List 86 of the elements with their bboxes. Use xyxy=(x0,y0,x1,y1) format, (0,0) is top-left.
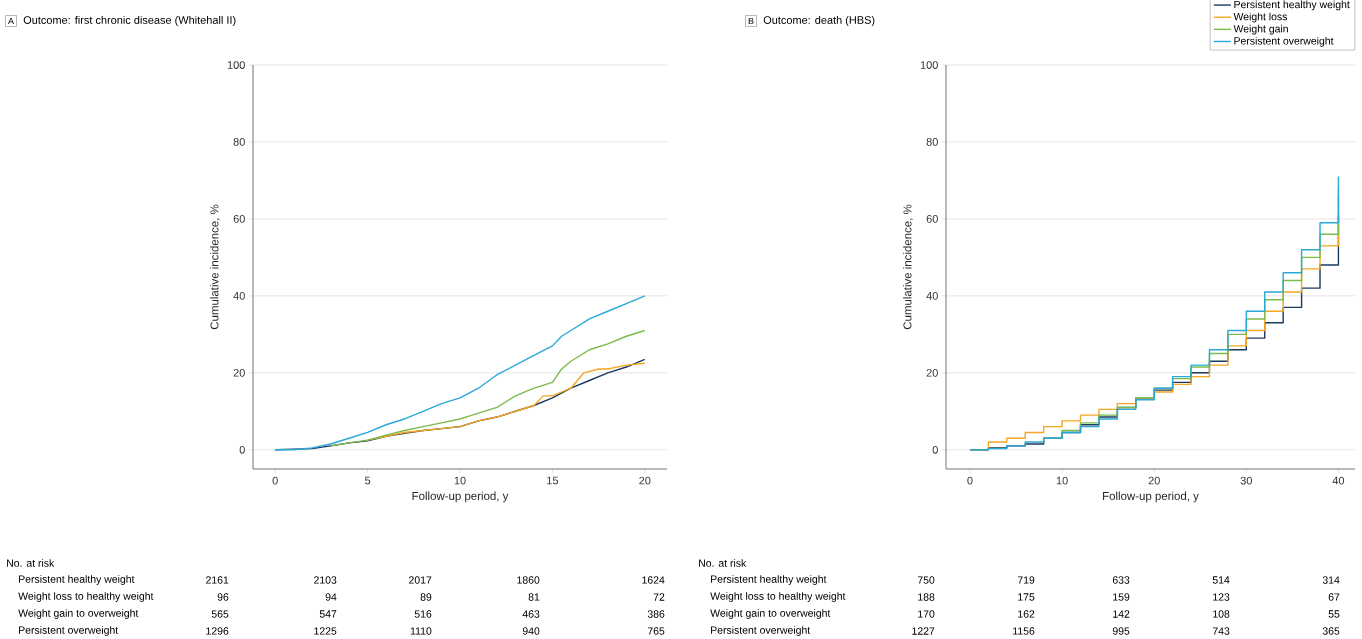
text: 2103 xyxy=(314,576,337,584)
text: 516 xyxy=(414,610,432,618)
text: 55 xyxy=(1328,610,1340,618)
text: 188 xyxy=(918,593,935,601)
text: 1624 xyxy=(642,576,665,584)
legend-label: Weight gain xyxy=(1233,24,1288,35)
text: Persistent overweight xyxy=(711,626,811,636)
text: No. at risk xyxy=(699,559,747,567)
x-tick-label: 15 xyxy=(547,476,559,485)
text: Weight gain to overweight xyxy=(18,609,139,619)
text: 365 xyxy=(1322,627,1340,635)
text: 94 xyxy=(325,593,337,601)
text: 314 xyxy=(1322,576,1340,584)
y-tick-label: 80 xyxy=(926,138,938,146)
text: Persistent overweight xyxy=(19,626,119,636)
text: B xyxy=(748,17,754,25)
line-series xyxy=(329,329,646,447)
text: 162 xyxy=(1018,610,1035,618)
text: 159 xyxy=(1113,593,1130,601)
y-axis-title: Cumulative incidence, % xyxy=(210,204,220,330)
text: Weight gain to overweight xyxy=(710,609,831,619)
text: 108 xyxy=(1213,610,1230,618)
legend-label: Persistent healthy weight xyxy=(1234,0,1350,11)
y-tick-label: 0 xyxy=(932,445,938,454)
legend-label: Persistent overweight xyxy=(1234,36,1334,47)
x-tick-label: 10 xyxy=(1056,476,1068,485)
y-tick-label: 60 xyxy=(233,215,245,223)
text: Persistent healthy weight xyxy=(19,575,135,585)
text: 67 xyxy=(1328,593,1340,601)
text: 89 xyxy=(420,593,432,601)
y-tick-label: 0 xyxy=(239,445,245,454)
text: 1227 xyxy=(912,627,935,635)
x-tick-label: 0 xyxy=(967,476,973,485)
text: A xyxy=(8,17,14,25)
text: 1296 xyxy=(206,627,229,635)
x-tick-label: 40 xyxy=(1332,476,1345,485)
y-tick-label: 20 xyxy=(926,368,938,377)
text: 81 xyxy=(528,593,540,601)
x-axis-title: Follow-up period, y xyxy=(1103,491,1199,503)
y-tick-label: 80 xyxy=(233,138,245,146)
text: 2161 xyxy=(206,576,229,584)
text: 995 xyxy=(1112,627,1130,635)
y-tick-label: 60 xyxy=(926,215,938,223)
text: 463 xyxy=(522,610,540,618)
text: 1156 xyxy=(1013,627,1035,635)
y-tick-label: 40 xyxy=(233,291,245,300)
text: 1110 xyxy=(410,627,432,635)
x-tick-label: 20 xyxy=(1148,476,1160,485)
y-axis-title: Cumulative incidence, % xyxy=(903,204,913,330)
text: Persistent healthy weight xyxy=(711,575,827,585)
text: 175 xyxy=(1018,593,1035,601)
text: 386 xyxy=(647,610,665,618)
text: 1225 xyxy=(314,627,337,635)
y-tick-label: 100 xyxy=(227,61,245,69)
text: Weight loss to healthy weight xyxy=(18,592,154,602)
y-tick-label: 40 xyxy=(926,291,938,300)
x-axis-title: Follow-up period, y xyxy=(412,491,509,503)
text: 96 xyxy=(217,593,229,601)
text: 547 xyxy=(319,610,337,618)
x-tick-label: 5 xyxy=(364,476,371,485)
text: No. at risk xyxy=(7,559,55,567)
text: 743 xyxy=(1212,627,1230,635)
text: Outcome: death (HBS) xyxy=(763,15,875,27)
text: 2017 xyxy=(409,576,432,584)
x-tick-label: 30 xyxy=(1240,476,1252,485)
x-tick-label: 10 xyxy=(454,476,466,485)
text: Outcome: first chronic disease (Whitehall II) xyxy=(23,15,236,27)
x-tick-label: 20 xyxy=(639,476,651,485)
text: 142 xyxy=(1113,610,1130,618)
text: 765 xyxy=(647,627,665,635)
x-tick-label: 0 xyxy=(272,476,278,485)
text: 514 xyxy=(1212,576,1230,584)
y-tick-label: 20 xyxy=(233,368,245,377)
text: 940 xyxy=(522,627,540,635)
text: Weight loss to healthy weight xyxy=(710,592,846,602)
line-series xyxy=(274,295,646,451)
text: 633 xyxy=(1112,576,1130,584)
text: 750 xyxy=(917,576,935,584)
text: 72 xyxy=(653,593,665,601)
text: 123 xyxy=(1213,593,1230,601)
text: 1860 xyxy=(517,576,540,584)
text: 719 xyxy=(1017,576,1035,584)
text: 170 xyxy=(918,610,935,618)
y-tick-label: 100 xyxy=(920,61,938,69)
text: 565 xyxy=(211,610,229,618)
legend-label: Weight loss xyxy=(1233,12,1288,23)
